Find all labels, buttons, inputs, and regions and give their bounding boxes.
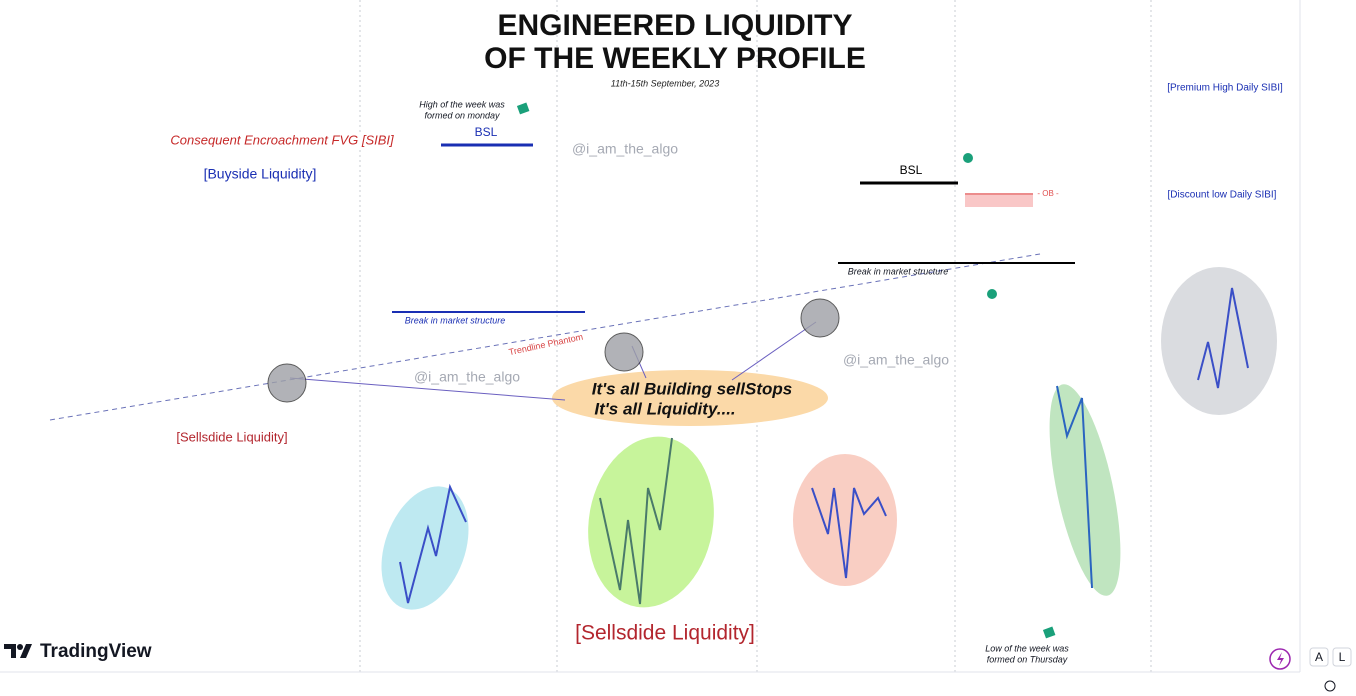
annotation: formed on monday (424, 110, 500, 120)
annotations: ENGINEERED LIQUIDITY OF THE WEEKLY PROFI… (155, 9, 1283, 664)
annotation: [Discount low Daily SIBI] (1168, 190, 1277, 201)
button[interactable] (1332, 647, 1352, 667)
settings-icon[interactable] (1324, 680, 1336, 692)
watermark: @i_am_the_algo (572, 141, 678, 157)
callout: It's all Liquidity.... (594, 399, 735, 418)
brand-name: TradingView (40, 641, 152, 662)
annotation: Break in market structure (848, 266, 949, 276)
alert-bolt (1277, 652, 1284, 666)
watermark: @i_am_the_algo (843, 352, 949, 368)
annotation: BSL (475, 125, 498, 139)
day-separators (359, 0, 1152, 672)
annotation: [Buyside Liquidity] (204, 166, 317, 182)
alert-icon[interactable] (1269, 648, 1291, 670)
annotation: - OB - (1037, 189, 1059, 198)
label-bg (155, 428, 311, 446)
annotation: [Sellsdide Liquidity] (176, 429, 287, 444)
annotation: Consequent Encroachment FVG [SIBI] (170, 132, 394, 147)
button-label[interactable]: A (1315, 650, 1323, 664)
annotation: Break in market structure (405, 315, 506, 325)
title-line: OF THE WEEKLY PROFILE (484, 42, 866, 75)
annotation: [Premium High Daily SIBI] (1167, 83, 1283, 94)
button-label[interactable]: L (1339, 650, 1346, 664)
watermark: @i_am_the_algo (414, 369, 520, 385)
annotation: Low of the week was (985, 643, 1069, 653)
annotation: BSL (900, 163, 923, 177)
subtitle: 11th-15th September, 2023 (611, 78, 719, 88)
time-axis-bg (0, 672, 1356, 696)
price-axis-bg (1300, 0, 1356, 696)
annotation: formed on Thursday (987, 654, 1068, 664)
button[interactable] (1309, 647, 1329, 667)
drawings (49, 102, 1277, 639)
annotation: High of the week was (419, 99, 505, 109)
label-bg (160, 132, 402, 149)
annotation: [Sellsdide Liquidity] (575, 622, 755, 645)
brand-logo: TradingView (4, 641, 152, 662)
callout: It's all Building sellStops (592, 379, 793, 398)
label-bg (185, 165, 337, 183)
title-line: ENGINEERED LIQUIDITY (497, 9, 852, 42)
